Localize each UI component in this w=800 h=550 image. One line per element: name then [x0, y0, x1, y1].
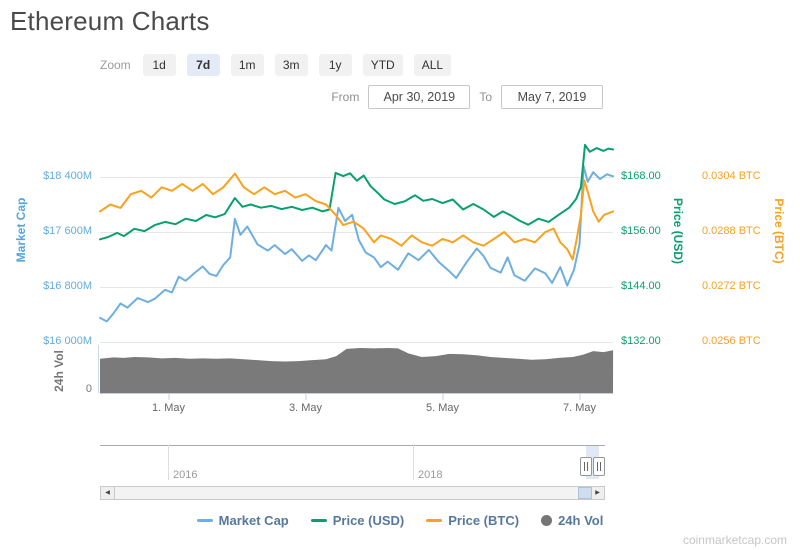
legend-item-price-usd-[interactable]: Price (USD) [310, 513, 405, 528]
from-label: From [331, 90, 360, 104]
zoom-button-all[interactable]: ALL [413, 54, 452, 76]
market-cap-axis-label: $16 800M [43, 280, 92, 292]
scrollbar-right-arrow[interactable]: ▶ [590, 486, 605, 500]
to-date-input[interactable] [501, 85, 603, 109]
legend-item-label: Market Cap [218, 513, 289, 528]
navigator-year-label: 2018 [418, 469, 443, 481]
page-title: Ethereum Charts [10, 6, 210, 36]
navigator-outline [100, 445, 605, 446]
price-usd-axis-label: $156.00 [621, 225, 661, 237]
market-cap-axis-label: $16 000M [43, 335, 92, 347]
price-btc-axis-label: 0.0304 BTC [702, 170, 761, 182]
price-btc-axis-title: Price (BTC) [772, 198, 786, 264]
zoom-button-1m[interactable]: 1m [230, 54, 264, 76]
x-axis-label: 7. May [562, 402, 596, 414]
navigator-year-label: 2016 [173, 469, 198, 481]
legend-line-marker [426, 519, 443, 522]
legend-item-price-btc-[interactable]: Price (BTC) [426, 513, 519, 528]
zoom-toolbar: Zoom 1d 7d 1m 3m 1y YTD ALL [100, 54, 452, 76]
price-usd-axis-label: $132.00 [621, 335, 661, 347]
series-24h-vol [100, 348, 614, 393]
zoom-label: Zoom [100, 58, 131, 72]
price-usd-axis-label: $144.00 [621, 280, 661, 292]
watermark: coinmarketcap.com [682, 533, 787, 547]
legend-item-label: Price (USD) [332, 513, 405, 528]
price-btc-axis-label: 0.0256 BTC [702, 335, 761, 347]
legend-circle-marker [541, 515, 553, 526]
price-btc-axis-label: 0.0288 BTC [702, 225, 761, 237]
chart-legend: Market Cap Price (USD) Price (BTC) 24h Vol [0, 513, 800, 528]
zoom-button-1d[interactable]: 1d [142, 54, 176, 76]
x-axis-label: 1. May [151, 402, 185, 414]
series-market-cap [99, 165, 615, 323]
legend-line-marker [196, 519, 213, 522]
from-date-input[interactable] [368, 85, 471, 109]
x-axis-label: 5. May [425, 402, 459, 414]
legend-item-label: Price (BTC) [448, 513, 520, 528]
volume-zero-label: 0 [85, 383, 92, 395]
market-cap-axis-label: $17 600M [43, 225, 92, 237]
zoom-button-3m[interactable]: 3m [274, 54, 308, 76]
legend-item-label: 24h Vol [558, 513, 604, 528]
legend-line-marker [310, 519, 327, 522]
scrollbar-thumb[interactable] [578, 487, 592, 499]
legend-item-24h-vol[interactable]: 24h Vol [541, 513, 603, 528]
navigator-gridline-2018 [413, 445, 414, 480]
price-usd-axis-title: Price (USD) [671, 197, 685, 265]
x-axis-label: 3. May [288, 402, 322, 414]
to-label: To [479, 90, 492, 104]
price-btc-axis-label: 0.0272 BTC [702, 280, 761, 292]
legend-item-market-cap[interactable]: Market Cap [196, 513, 289, 528]
date-range-toolbar: From To [331, 85, 603, 109]
series-price-btc- [99, 172, 615, 261]
zoom-button-7d[interactable]: 7d [186, 54, 220, 76]
market-cap-axis-label: $18 400M [43, 170, 92, 182]
price-usd-axis-label: $168.00 [621, 170, 661, 182]
navigator-gridline-2016 [168, 445, 169, 480]
navigator-right-handle[interactable] [593, 457, 605, 476]
series-price-usd- [99, 143, 615, 241]
zoom-button-ytd[interactable]: YTD [362, 54, 403, 76]
navigator-left-handle[interactable] [580, 457, 592, 476]
zoom-button-1y[interactable]: 1y [318, 54, 352, 76]
scrollbar-left-arrow[interactable]: ◀ [100, 486, 115, 500]
plot-area[interactable] [100, 132, 613, 393]
scrollbar-track[interactable] [100, 486, 605, 500]
